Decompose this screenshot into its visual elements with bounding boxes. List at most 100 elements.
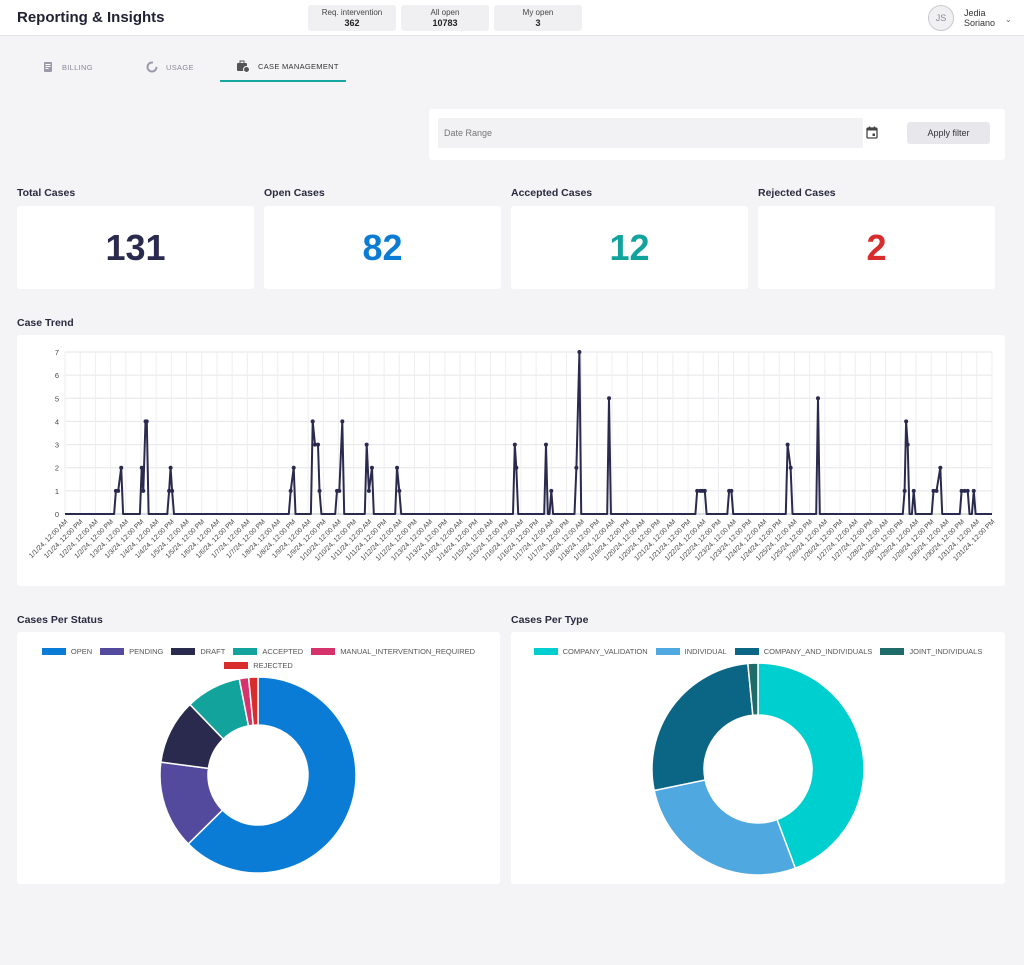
legend-item[interactable]: COMPANY_VALIDATION <box>533 645 648 659</box>
trend-point[interactable] <box>512 442 517 447</box>
trend-point[interactable] <box>364 442 369 447</box>
stat-label: My open <box>522 8 554 17</box>
donut-slice-individual[interactable] <box>653 779 797 876</box>
legend-item[interactable]: COMPANY_AND_INDIVIDUALS <box>734 645 873 659</box>
trend-point[interactable] <box>574 465 579 470</box>
kpi-title-rejected: Rejected Cases <box>758 187 836 199</box>
trend-point[interactable] <box>141 488 146 493</box>
trend-point[interactable] <box>902 488 907 493</box>
date-range-input[interactable] <box>438 118 863 148</box>
legend-swatch <box>533 647 558 655</box>
billing-icon <box>44 62 52 72</box>
trend-point[interactable] <box>607 396 612 401</box>
legend-label: COMPANY_AND_INDIVIDUALS <box>763 647 873 656</box>
legend-item[interactable]: MANUAL_INTERVENTION_REQUIRED <box>311 645 475 659</box>
trend-point[interactable] <box>729 488 734 493</box>
legend-item[interactable]: DRAFT <box>171 645 225 659</box>
trend-point[interactable] <box>337 488 342 493</box>
trend-point[interactable] <box>788 465 793 470</box>
trend-point[interactable] <box>369 465 374 470</box>
trend-point[interactable] <box>119 465 124 470</box>
trend-point[interactable] <box>317 488 322 493</box>
trend-point[interactable] <box>938 465 943 470</box>
trend-point[interactable] <box>291 465 296 470</box>
trend-point[interactable] <box>905 442 910 447</box>
stat-req-intervention[interactable]: Req. intervention 362 <box>308 5 396 31</box>
trend-point[interactable] <box>312 442 317 447</box>
donut-slice-joint-individuals[interactable] <box>747 662 759 717</box>
legend-swatch <box>224 661 249 669</box>
legend-item[interactable]: OPEN <box>41 645 93 659</box>
trend-point[interactable] <box>959 488 964 493</box>
avatar[interactable]: JS <box>928 5 954 31</box>
chevron-down-icon[interactable]: ⌄ <box>1005 15 1012 24</box>
page-title: Reporting & Insights <box>17 9 165 26</box>
trend-point[interactable] <box>340 419 345 424</box>
trend-point[interactable] <box>167 488 172 493</box>
trend-point[interactable] <box>904 419 909 424</box>
trend-point[interactable] <box>366 488 371 493</box>
legend-item[interactable]: ACCEPTED <box>233 645 303 659</box>
stat-all-open[interactable]: All open 10783 <box>401 5 489 31</box>
trend-point[interactable] <box>931 488 936 493</box>
kpi-card-open: 82 <box>264 206 501 289</box>
trend-point[interactable] <box>934 488 939 493</box>
legend-label: REJECTED <box>253 661 293 670</box>
trend-point[interactable] <box>577 350 582 354</box>
legend-item[interactable]: JOINT_INDIVIDUALS <box>880 645 982 659</box>
trend-point[interactable] <box>785 442 790 447</box>
trend-point[interactable] <box>170 488 175 493</box>
donut-slice-company-and-individuals[interactable] <box>651 662 754 792</box>
tab-label: USAGE <box>166 62 194 72</box>
trend-point[interactable] <box>514 465 519 470</box>
y-tick-label: 2 <box>55 464 59 473</box>
donut-slice-company-validation[interactable] <box>757 662 865 870</box>
trend-point[interactable] <box>168 465 173 470</box>
kpi-card-rejected: 2 <box>758 206 995 289</box>
legend-item[interactable]: INDIVIDUAL <box>655 645 727 659</box>
user-name[interactable]: Jedia Soriano <box>964 8 1004 28</box>
legend-swatch <box>311 647 336 655</box>
trend-point[interactable] <box>962 488 967 493</box>
trend-point[interactable] <box>316 442 321 447</box>
tab-usage[interactable]: USAGE <box>146 52 226 82</box>
tab-billing[interactable]: BILLING <box>42 52 122 82</box>
tab-label: CASE MANAGEMENT <box>258 61 339 71</box>
trend-point[interactable] <box>549 488 554 493</box>
apply-filter-button[interactable]: Apply filter <box>907 122 990 144</box>
trend-point[interactable] <box>139 465 144 470</box>
legend-label: OPEN <box>70 647 93 656</box>
kpi-value-open: 82 <box>362 227 403 268</box>
kpi-value-rejected: 2 <box>866 227 887 268</box>
trend-point[interactable] <box>815 396 820 401</box>
legend-swatch <box>734 647 759 655</box>
trend-point[interactable] <box>395 465 400 470</box>
trend-point[interactable] <box>144 419 149 424</box>
legend-swatch <box>171 647 196 655</box>
legend-item[interactable]: PENDING <box>100 645 163 659</box>
stat-my-open[interactable]: My open 3 <box>494 5 582 31</box>
stat-value: 362 <box>344 18 360 28</box>
trend-point[interactable] <box>310 419 315 424</box>
legend-swatch <box>100 647 125 655</box>
status-card: OPEN PENDING DRAFT ACCEPTED MANUAL_INTERVENT… <box>17 632 500 884</box>
donut-slice-rejected[interactable] <box>247 676 259 727</box>
trend-point[interactable] <box>116 488 121 493</box>
donut-slice-open[interactable] <box>187 676 357 874</box>
trend-point[interactable] <box>543 442 548 447</box>
trend-point[interactable] <box>288 488 293 493</box>
case-trend-card: 0 1 2 3 4 5 6 7 1/1/24, 12:00 AM 1/1/24, 12:00 PM… <box>17 335 1005 586</box>
trend-point[interactable] <box>397 488 402 493</box>
legend-label: ACCEPTED <box>262 647 304 656</box>
trend-point[interactable] <box>911 488 916 493</box>
trend-point[interactable] <box>702 488 707 493</box>
top-bar: Reporting & Insights Req. intervention 3… <box>0 0 1024 36</box>
kpi-title-total: Total Cases <box>17 187 76 199</box>
tab-case-management[interactable]: CASE MANAGEMENT <box>220 52 346 82</box>
calendar-icon[interactable] <box>866 126 878 139</box>
trend-point[interactable] <box>965 488 970 493</box>
legend-item[interactable]: REJECTED <box>224 659 293 673</box>
type-card: COMPANY_VALIDATION INDIVIDUAL COMPANY_AND_… <box>511 632 1005 884</box>
trend-point[interactable] <box>971 488 976 493</box>
trend-point[interactable] <box>695 488 700 493</box>
